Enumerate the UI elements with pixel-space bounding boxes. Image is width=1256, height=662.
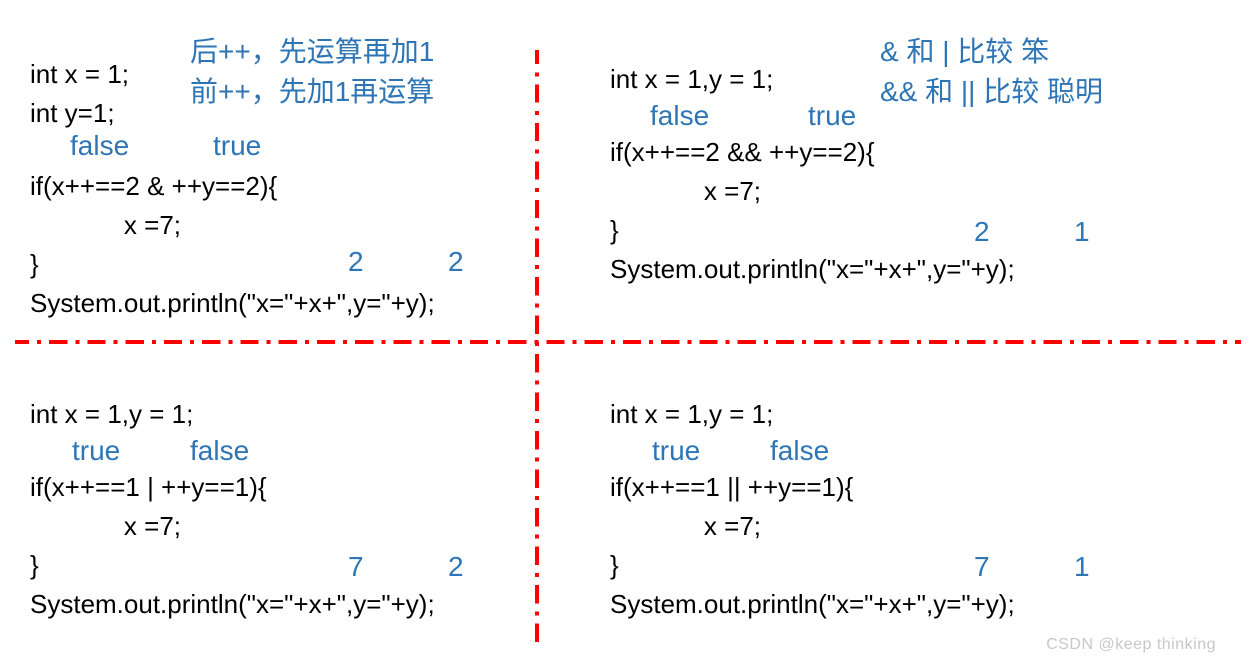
out-y: 1 [1074,216,1090,248]
decl: int x = 1,y = 1; [610,395,1220,434]
title-line1: 后++，先运算再加1 [190,30,434,70]
ann-true: true [808,100,856,132]
print-line: System.out.println("x="+x+",y="+y); [610,250,1220,289]
quadrant-bottom-right: int x = 1,y = 1; if(x++==1 || ++y==1){ x… [580,355,1240,655]
out-y: 2 [448,551,464,583]
ann-true: true [213,130,261,162]
title-line1: & 和 | 比较 笨 [880,30,1049,70]
quadrant-top-left: 后++，先运算再加1 前++，先加1再运算 int x = 1; int y=1… [0,0,530,340]
print-line: System.out.println("x="+x+",y="+y); [610,585,1220,624]
out-x: 2 [974,216,990,248]
if-line: if(x++==1 | ++y==1){ [30,468,510,507]
ann-false: false [70,130,129,162]
out-x: 7 [974,551,990,583]
ann-true: true [652,435,700,467]
watermark: CSDN @keep thinking [1046,636,1216,654]
out-y: 1 [1074,551,1090,583]
horizontal-divider [15,340,1241,344]
body-line: x =7; [30,206,510,245]
quadrant-bottom-left: int x = 1,y = 1; if(x++==1 | ++y==1){ x … [0,355,530,655]
out-x: 7 [348,551,364,583]
ann-false: false [190,435,249,467]
title-line2: && 和 || 比较 聪明 [880,70,1103,110]
out-y: 2 [448,246,464,278]
vertical-divider [535,50,539,650]
body-line: x =7; [610,507,1220,546]
close-brace: } [30,245,510,284]
ann-false: false [770,435,829,467]
ann-false: false [650,100,709,132]
if-line: if(x++==1 || ++y==1){ [610,468,1220,507]
close-brace: } [610,211,1220,250]
if-line: if(x++==2 && ++y==2){ [610,133,1220,172]
decl: int x = 1,y = 1; [30,395,510,434]
ann-true: true [72,435,120,467]
print-line: System.out.println("x="+x+",y="+y); [30,585,510,624]
body-line: x =7; [610,172,1220,211]
title-line2: 前++，先加1再运算 [190,70,434,110]
quadrant-top-right: & 和 | 比较 笨 && 和 || 比较 聪明 int x = 1,y = 1… [580,0,1240,340]
close-brace: } [30,546,510,585]
close-brace: } [610,546,1220,585]
print-line: System.out.println("x="+x+",y="+y); [30,284,510,323]
body-line: x =7; [30,507,510,546]
out-x: 2 [348,246,364,278]
if-line: if(x++==2 & ++y==2){ [30,167,510,206]
